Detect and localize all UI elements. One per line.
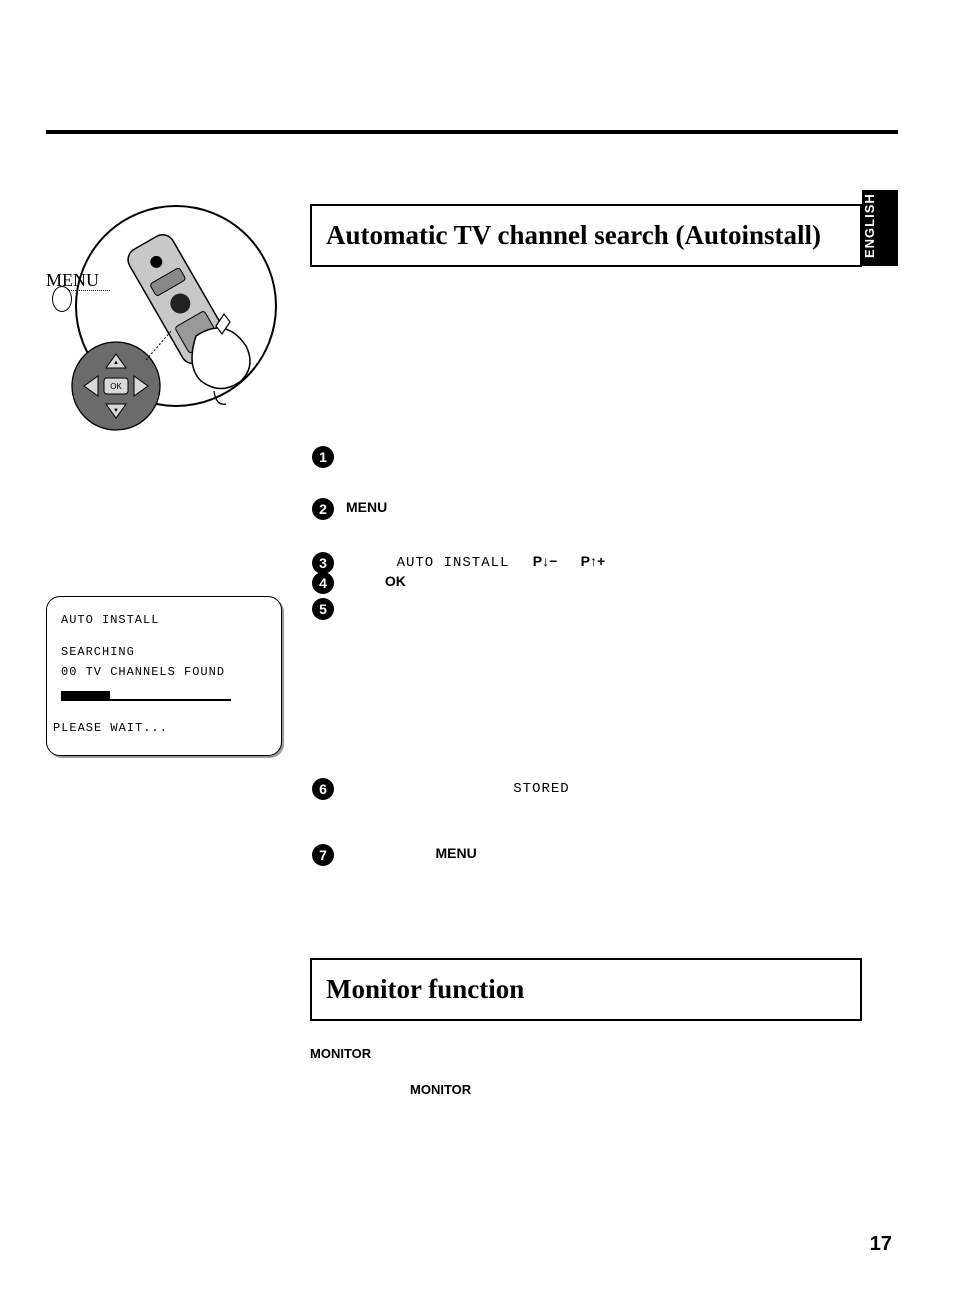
step-3-text: AUTO INSTALL P↓− P↑+	[346, 552, 605, 574]
tv-screen-preview: AUTO INSTALL SEARCHING 00 TV CHANNELS FO…	[46, 596, 282, 756]
menu-callout-circle	[52, 286, 72, 312]
menu-callout-label: MENU	[46, 270, 99, 291]
section-autoinstall-title-box: Automatic TV channel search (Autoinstall…	[310, 204, 862, 267]
tv-progress-fill	[61, 691, 110, 699]
svg-text:▲: ▲	[113, 360, 119, 366]
ok-keyword: OK	[385, 573, 406, 589]
monitor-label-2: MONITOR	[410, 1082, 471, 1097]
step-4-text: OK	[346, 572, 406, 592]
tv-line-found: 00 TV CHANNELS FOUND	[61, 665, 269, 679]
step-2: 2 MENU	[312, 498, 387, 520]
page-top-rule	[46, 130, 898, 134]
tv-line-searching: SEARCHING	[61, 645, 269, 659]
menu-keyword: MENU	[435, 845, 476, 861]
tv-please-wait: PLEASE WAIT...	[53, 721, 269, 735]
step-7: 7 MENU	[312, 844, 477, 866]
menu-keyword: MENU	[346, 499, 387, 515]
section-monitor-title: Monitor function	[326, 972, 846, 1007]
p-up-icon: P↑+	[581, 553, 606, 569]
step-number-icon: 3	[312, 552, 334, 574]
section-autoinstall-title: Automatic TV channel search (Autoinstall…	[326, 218, 846, 253]
page-number: 17	[870, 1233, 892, 1256]
step-2-text: MENU	[346, 498, 387, 518]
svg-text:▼: ▼	[113, 408, 119, 414]
language-tab: ENGLISH	[862, 190, 898, 266]
step-number-icon: 4	[312, 572, 334, 594]
step-3: 3 AUTO INSTALL P↓− P↑+	[312, 552, 605, 574]
tv-progress-bar	[61, 699, 231, 701]
step-number-icon: 7	[312, 844, 334, 866]
step-6-text: STORED	[346, 778, 570, 800]
stored-keyword: STORED	[513, 781, 569, 797]
remote-illustration: OK ▲ ▼	[46, 196, 286, 436]
step-1: 1	[312, 446, 346, 468]
svg-text:OK: OK	[110, 382, 122, 391]
autoinstall-keyword: AUTO INSTALL	[397, 555, 510, 571]
step-7-text: MENU	[346, 844, 477, 864]
p-down-icon: P↓−	[533, 553, 558, 569]
step-6: 6 STORED	[312, 778, 570, 800]
monitor-label-1: MONITOR	[310, 1046, 371, 1061]
step-5: 5	[312, 598, 346, 620]
step-number-icon: 2	[312, 498, 334, 520]
step-4: 4 OK	[312, 572, 406, 594]
step-number-icon: 6	[312, 778, 334, 800]
step-number-icon: 5	[312, 598, 334, 620]
section-monitor-title-box: Monitor function	[310, 958, 862, 1021]
step-number-icon: 1	[312, 446, 334, 468]
tv-line-autoinstall: AUTO INSTALL	[61, 613, 269, 627]
